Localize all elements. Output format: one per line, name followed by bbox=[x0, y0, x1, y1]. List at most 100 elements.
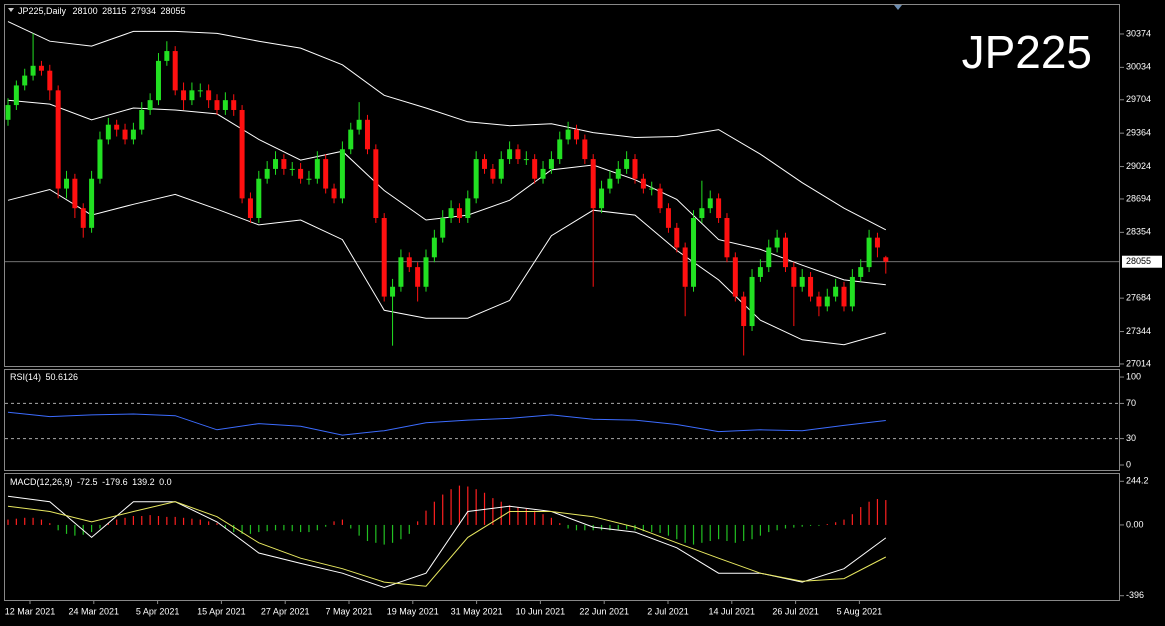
candle-body bbox=[381, 218, 387, 297]
candle-body bbox=[866, 237, 872, 268]
rsi-tick-label: 70 bbox=[1126, 398, 1136, 408]
main-pane bbox=[4, 4, 1120, 367]
candle-body bbox=[164, 51, 170, 61]
candle-body bbox=[766, 247, 772, 268]
candle-body bbox=[757, 267, 763, 277]
candle-body bbox=[473, 159, 479, 199]
candle-body bbox=[13, 85, 19, 106]
candle-body bbox=[515, 149, 521, 160]
candle-body bbox=[465, 198, 471, 219]
candle-body bbox=[38, 65, 44, 71]
candle-body bbox=[573, 129, 579, 140]
price-tick-label: 29704 bbox=[1126, 94, 1151, 104]
macd-header: MACD(12,26,9) -72.5 -179.6 139.2 0.0 bbox=[10, 477, 172, 487]
rsi-label: RSI(14) bbox=[10, 372, 41, 382]
candle-body bbox=[323, 159, 329, 189]
candle-body bbox=[557, 139, 563, 160]
date-label: 10 Jun 2021 bbox=[516, 606, 566, 616]
candle-body bbox=[582, 139, 588, 160]
candle-body bbox=[398, 257, 404, 287]
date-label: 19 May 2021 bbox=[387, 606, 439, 616]
price-tick-label: 27344 bbox=[1126, 326, 1151, 336]
candle-body bbox=[339, 149, 345, 199]
candle-body bbox=[264, 168, 270, 179]
macd-label: MACD(12,26,9) bbox=[10, 477, 73, 487]
candle-body bbox=[741, 296, 747, 327]
price-tick-label: 27684 bbox=[1126, 293, 1151, 303]
chart-header: JP225,Daily 28100 28115 27934 28055 bbox=[18, 6, 186, 16]
candle-body bbox=[331, 188, 337, 199]
candle-body bbox=[682, 247, 688, 287]
date-label: 27 Apr 2021 bbox=[261, 606, 310, 616]
candle-body bbox=[423, 257, 429, 287]
candle-body bbox=[114, 124, 120, 130]
candle-body bbox=[55, 90, 61, 189]
candle-body bbox=[665, 208, 671, 228]
rsi-tick-label: 100 bbox=[1126, 371, 1141, 381]
bollinger-lower bbox=[7, 188, 886, 346]
candle-body bbox=[507, 149, 513, 160]
candle-body bbox=[841, 286, 847, 307]
candle-body bbox=[808, 276, 814, 297]
candle-body bbox=[782, 237, 788, 268]
rsi-tick-label: 0 bbox=[1126, 459, 1131, 469]
menu-arrow[interactable] bbox=[8, 8, 14, 12]
price-tick-label: 28694 bbox=[1126, 193, 1151, 203]
date-label: 31 May 2021 bbox=[451, 606, 503, 616]
candle-body bbox=[155, 60, 161, 101]
candle-body bbox=[440, 218, 446, 238]
date-label: 5 Apr 2021 bbox=[136, 606, 180, 616]
candle-body bbox=[816, 296, 822, 307]
candle-body bbox=[139, 109, 145, 130]
rsi-value: 50.6126 bbox=[46, 372, 79, 382]
candle-body bbox=[849, 276, 855, 307]
candle-body bbox=[649, 188, 655, 190]
candle-body bbox=[206, 90, 212, 101]
candle-body bbox=[130, 129, 136, 140]
candle-body bbox=[799, 276, 805, 287]
candle-body bbox=[883, 257, 889, 262]
candle-body bbox=[214, 100, 220, 110]
candle-body bbox=[858, 267, 864, 277]
rsi-tick-label: 30 bbox=[1126, 433, 1136, 443]
date-label: 7 May 2021 bbox=[325, 606, 372, 616]
candle-body bbox=[105, 124, 111, 140]
candle-body bbox=[273, 159, 279, 169]
candle-body bbox=[197, 90, 203, 92]
watermark: JP225 bbox=[962, 26, 1092, 78]
candle-body bbox=[30, 65, 36, 76]
candle-body bbox=[482, 159, 488, 169]
candle-body bbox=[97, 139, 103, 179]
candle-body bbox=[122, 129, 128, 140]
candle-body bbox=[732, 257, 738, 297]
candle-body bbox=[181, 90, 187, 101]
candle-body bbox=[791, 267, 797, 287]
price-label-box bbox=[1122, 255, 1162, 268]
candle-body bbox=[222, 100, 228, 110]
candle-body bbox=[64, 178, 70, 189]
candle-body bbox=[833, 286, 839, 297]
candle-body bbox=[724, 218, 730, 258]
candle-body bbox=[615, 168, 621, 179]
candle-body bbox=[657, 188, 663, 209]
price-tick-label: 29364 bbox=[1126, 128, 1151, 138]
candle-body bbox=[448, 208, 454, 219]
candle-body bbox=[824, 296, 830, 307]
macd-signal bbox=[7, 501, 887, 587]
candle-body bbox=[298, 168, 304, 179]
shift-marker bbox=[894, 5, 902, 10]
candle-body bbox=[348, 129, 354, 150]
candle-body bbox=[281, 159, 287, 169]
symbol: JP225,Daily bbox=[18, 6, 67, 16]
candle-body bbox=[674, 227, 680, 248]
candle-body bbox=[314, 159, 320, 179]
candle-body bbox=[373, 149, 379, 219]
candle-body bbox=[699, 208, 705, 219]
macd-pane bbox=[4, 473, 1120, 601]
low: 27934 bbox=[131, 6, 156, 16]
candle-body bbox=[632, 159, 638, 179]
candle-body bbox=[590, 159, 596, 209]
macd-signal-value: -179.6 bbox=[102, 477, 128, 487]
macd-extra: 0.0 bbox=[159, 477, 172, 487]
